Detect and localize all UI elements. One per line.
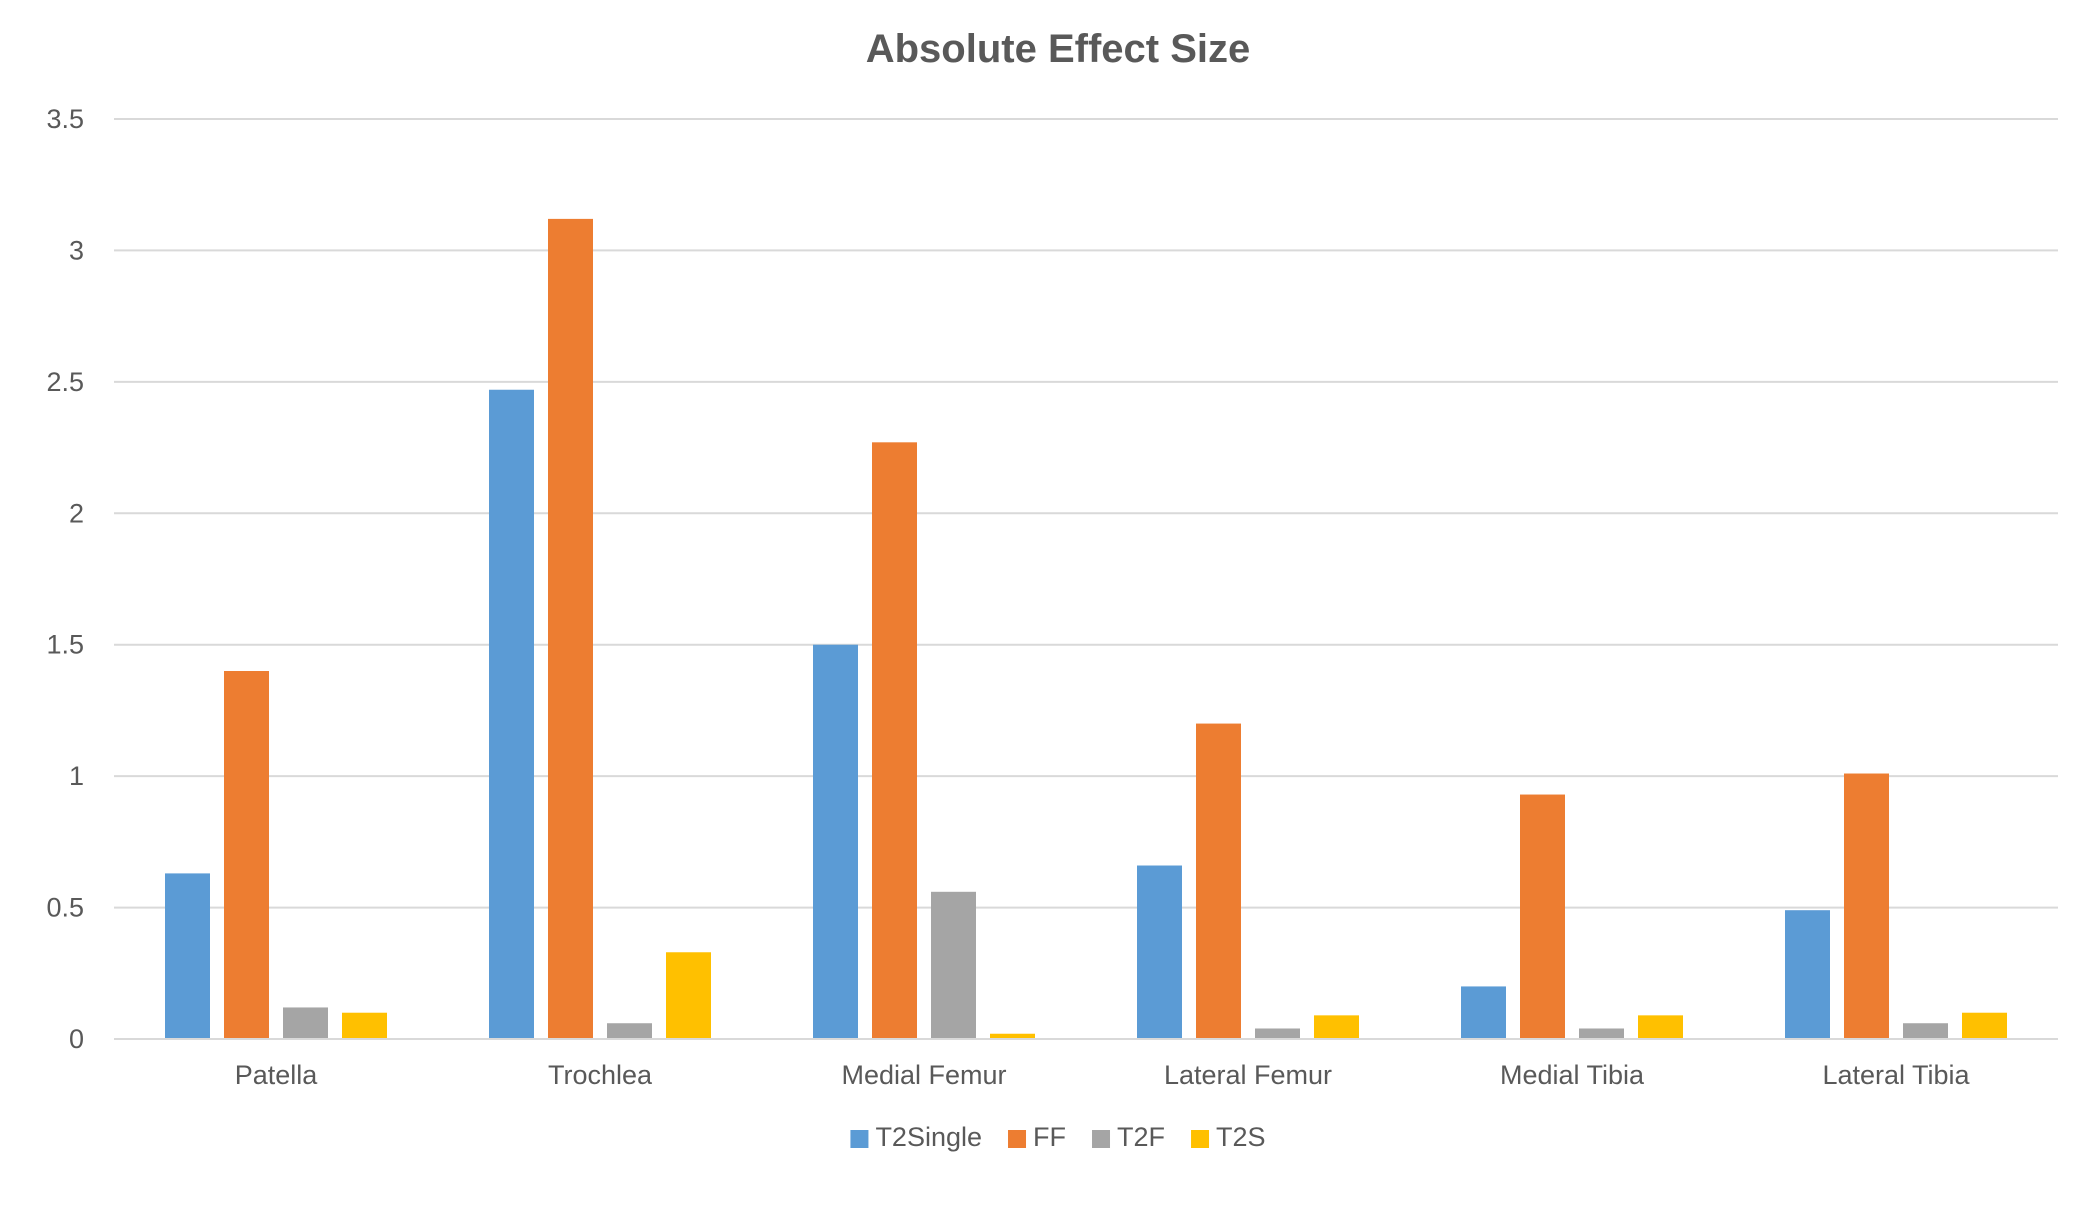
y-axis-ticks: 0 0.5 1 1.5 2 2.5 3 3.5 [46,104,84,1054]
legend-label-t2s: T2S [1216,1122,1266,1152]
y-tick-label: 0.5 [46,893,84,923]
bar-t2f-3 [1255,1028,1300,1039]
bar-ff-0 [224,671,269,1039]
bar-t2single-2 [813,644,858,1039]
x-axis-categories: Patella Trochlea Medial Femur Lateral Femur… [235,1060,1971,1090]
bar-t2f-1 [607,1023,652,1039]
y-tick-label: 3.5 [46,104,84,134]
y-tick-label: 2 [69,498,84,528]
y-tick-label: 1 [69,761,84,791]
y-tick-label: 1.5 [46,630,84,660]
x-category-label: Medial Tibia [1500,1060,1645,1090]
y-tick-label: 2.5 [46,367,84,397]
legend-swatch-t2f [1092,1130,1111,1148]
bar-ff-1 [548,218,593,1039]
bar-t2single-4 [1461,986,1506,1039]
bar-t2f-2 [931,891,976,1039]
bar-ff-2 [872,442,917,1039]
x-category-label: Patella [235,1060,319,1090]
legend-label-t2f: T2F [1117,1122,1165,1152]
chart-title: Absolute Effect Size [866,27,1251,71]
bar-ff-4 [1520,794,1565,1039]
bar-t2single-1 [489,389,534,1039]
legend-label-ff: FF [1033,1122,1066,1152]
bar-t2f-4 [1579,1028,1624,1039]
x-category-label: Lateral Tibia [1822,1060,1970,1090]
bar-t2s-1 [666,952,711,1039]
legend-label-t2single: T2Single [875,1122,982,1152]
legend-swatch-t2s [1191,1130,1210,1148]
x-category-label: Trochlea [548,1060,653,1090]
bar-t2f-5 [1903,1023,1948,1039]
bar-ff-5 [1844,773,1889,1039]
bars [165,218,2007,1039]
y-tick-label: 0 [69,1024,84,1054]
bar-t2s-3 [1314,1015,1359,1039]
bar-t2s-4 [1638,1015,1683,1039]
x-category-label: Medial Femur [841,1060,1006,1090]
bar-ff-3 [1196,723,1241,1039]
bar-t2single-3 [1137,865,1182,1039]
bar-t2f-0 [283,1007,328,1039]
bar-t2s-0 [342,1012,387,1039]
bar-t2single-5 [1785,910,1830,1039]
x-category-label: Lateral Femur [1164,1060,1332,1090]
y-tick-label: 3 [69,235,84,265]
bar-t2single-0 [165,873,210,1039]
legend-swatch-t2single [850,1130,869,1148]
gridlines [114,118,2058,909]
bar-t2s-2 [990,1033,1035,1039]
legend-swatch-ff [1008,1130,1027,1148]
legend: T2Single FF T2F T2S [850,1122,1266,1152]
bar-t2s-5 [1962,1012,2007,1039]
